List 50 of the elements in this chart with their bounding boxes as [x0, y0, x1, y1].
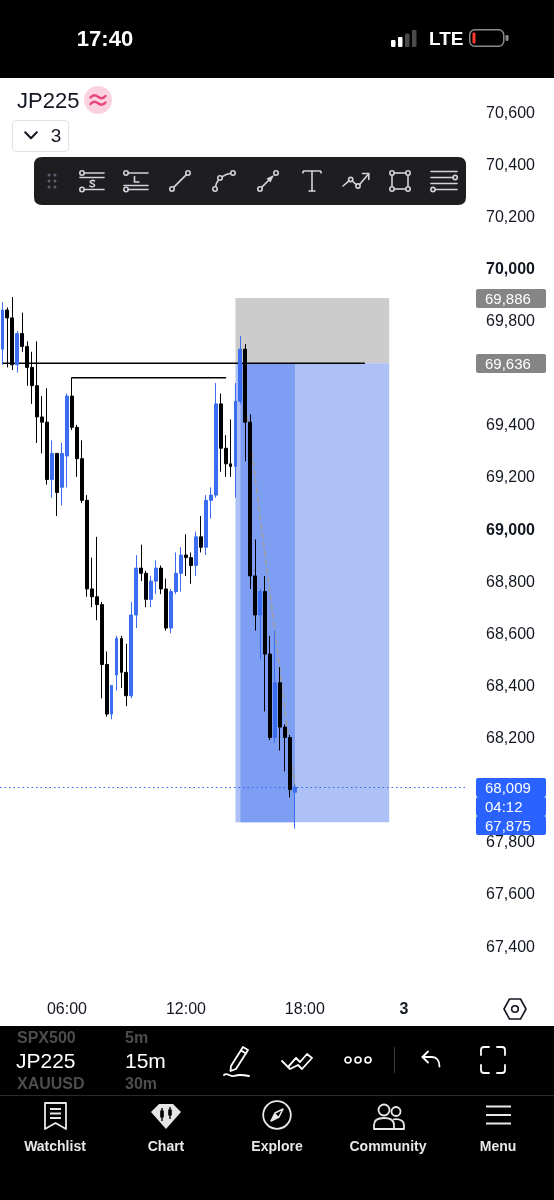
candlestick	[110, 684, 113, 720]
y-tick-label: 68,800	[486, 572, 536, 590]
candlestick	[50, 439, 54, 499]
y-tick-label: 70,600	[486, 103, 536, 121]
text: Menu	[479, 1137, 517, 1155]
text: Explore	[251, 1137, 303, 1155]
candlestick	[258, 588, 262, 660]
text: 15m	[125, 1048, 166, 1074]
text: 67,875	[476, 815, 546, 835]
candlestick	[115, 635, 118, 692]
x-tick-label: 12:00	[165, 999, 207, 1017]
y-tick-label: 69,000	[486, 520, 536, 538]
annotation: 3	[50, 125, 62, 147]
text: Chart	[147, 1137, 185, 1155]
y-tick-label: 67,400	[486, 937, 536, 955]
candlestick	[194, 531, 198, 577]
y-tick-label: 70,000	[486, 259, 536, 277]
text: Watchlist	[24, 1137, 86, 1155]
text: XAUUSD	[17, 1074, 85, 1094]
text: JP225	[16, 1048, 76, 1074]
y-tick-label: 67,600	[486, 885, 536, 903]
y-tick-label: 67,800	[486, 833, 536, 851]
candlestick	[15, 330, 19, 374]
y-tick-label: 68,400	[486, 676, 536, 694]
candlestick	[293, 783, 297, 830]
y-tick-label: 68,200	[486, 729, 536, 746]
ref-line-label: 68,009	[476, 777, 546, 797]
y-tick-label: 69,400	[486, 416, 536, 434]
x-tick-label: 06:00	[46, 999, 88, 1017]
text: 69,886	[476, 288, 546, 308]
text: 5m	[125, 1028, 149, 1048]
candlestick	[199, 515, 203, 553]
y-tick-label: 70,200	[486, 207, 536, 225]
text: SPX500	[17, 1028, 76, 1048]
x-tick-label: 3	[399, 999, 409, 1017]
text: 17:40	[76, 26, 134, 52]
y-tick-label: 69,800	[486, 312, 536, 329]
y-tick-label: 68,600	[486, 624, 536, 642]
chart-title: JP225	[17, 87, 80, 113]
candlestick	[55, 452, 59, 517]
text: 69,636	[476, 353, 546, 373]
text: 30m	[125, 1074, 158, 1094]
y-tick-label: 69,200	[486, 468, 536, 486]
candlestick	[1, 301, 4, 366]
text: LTE	[429, 28, 464, 50]
text: 04:12	[476, 796, 546, 816]
candlestick	[273, 630, 277, 744]
x-tick-label: 18:00	[284, 999, 325, 1017]
y-tick-label: 70,400	[486, 155, 536, 173]
text: Community	[349, 1137, 427, 1155]
